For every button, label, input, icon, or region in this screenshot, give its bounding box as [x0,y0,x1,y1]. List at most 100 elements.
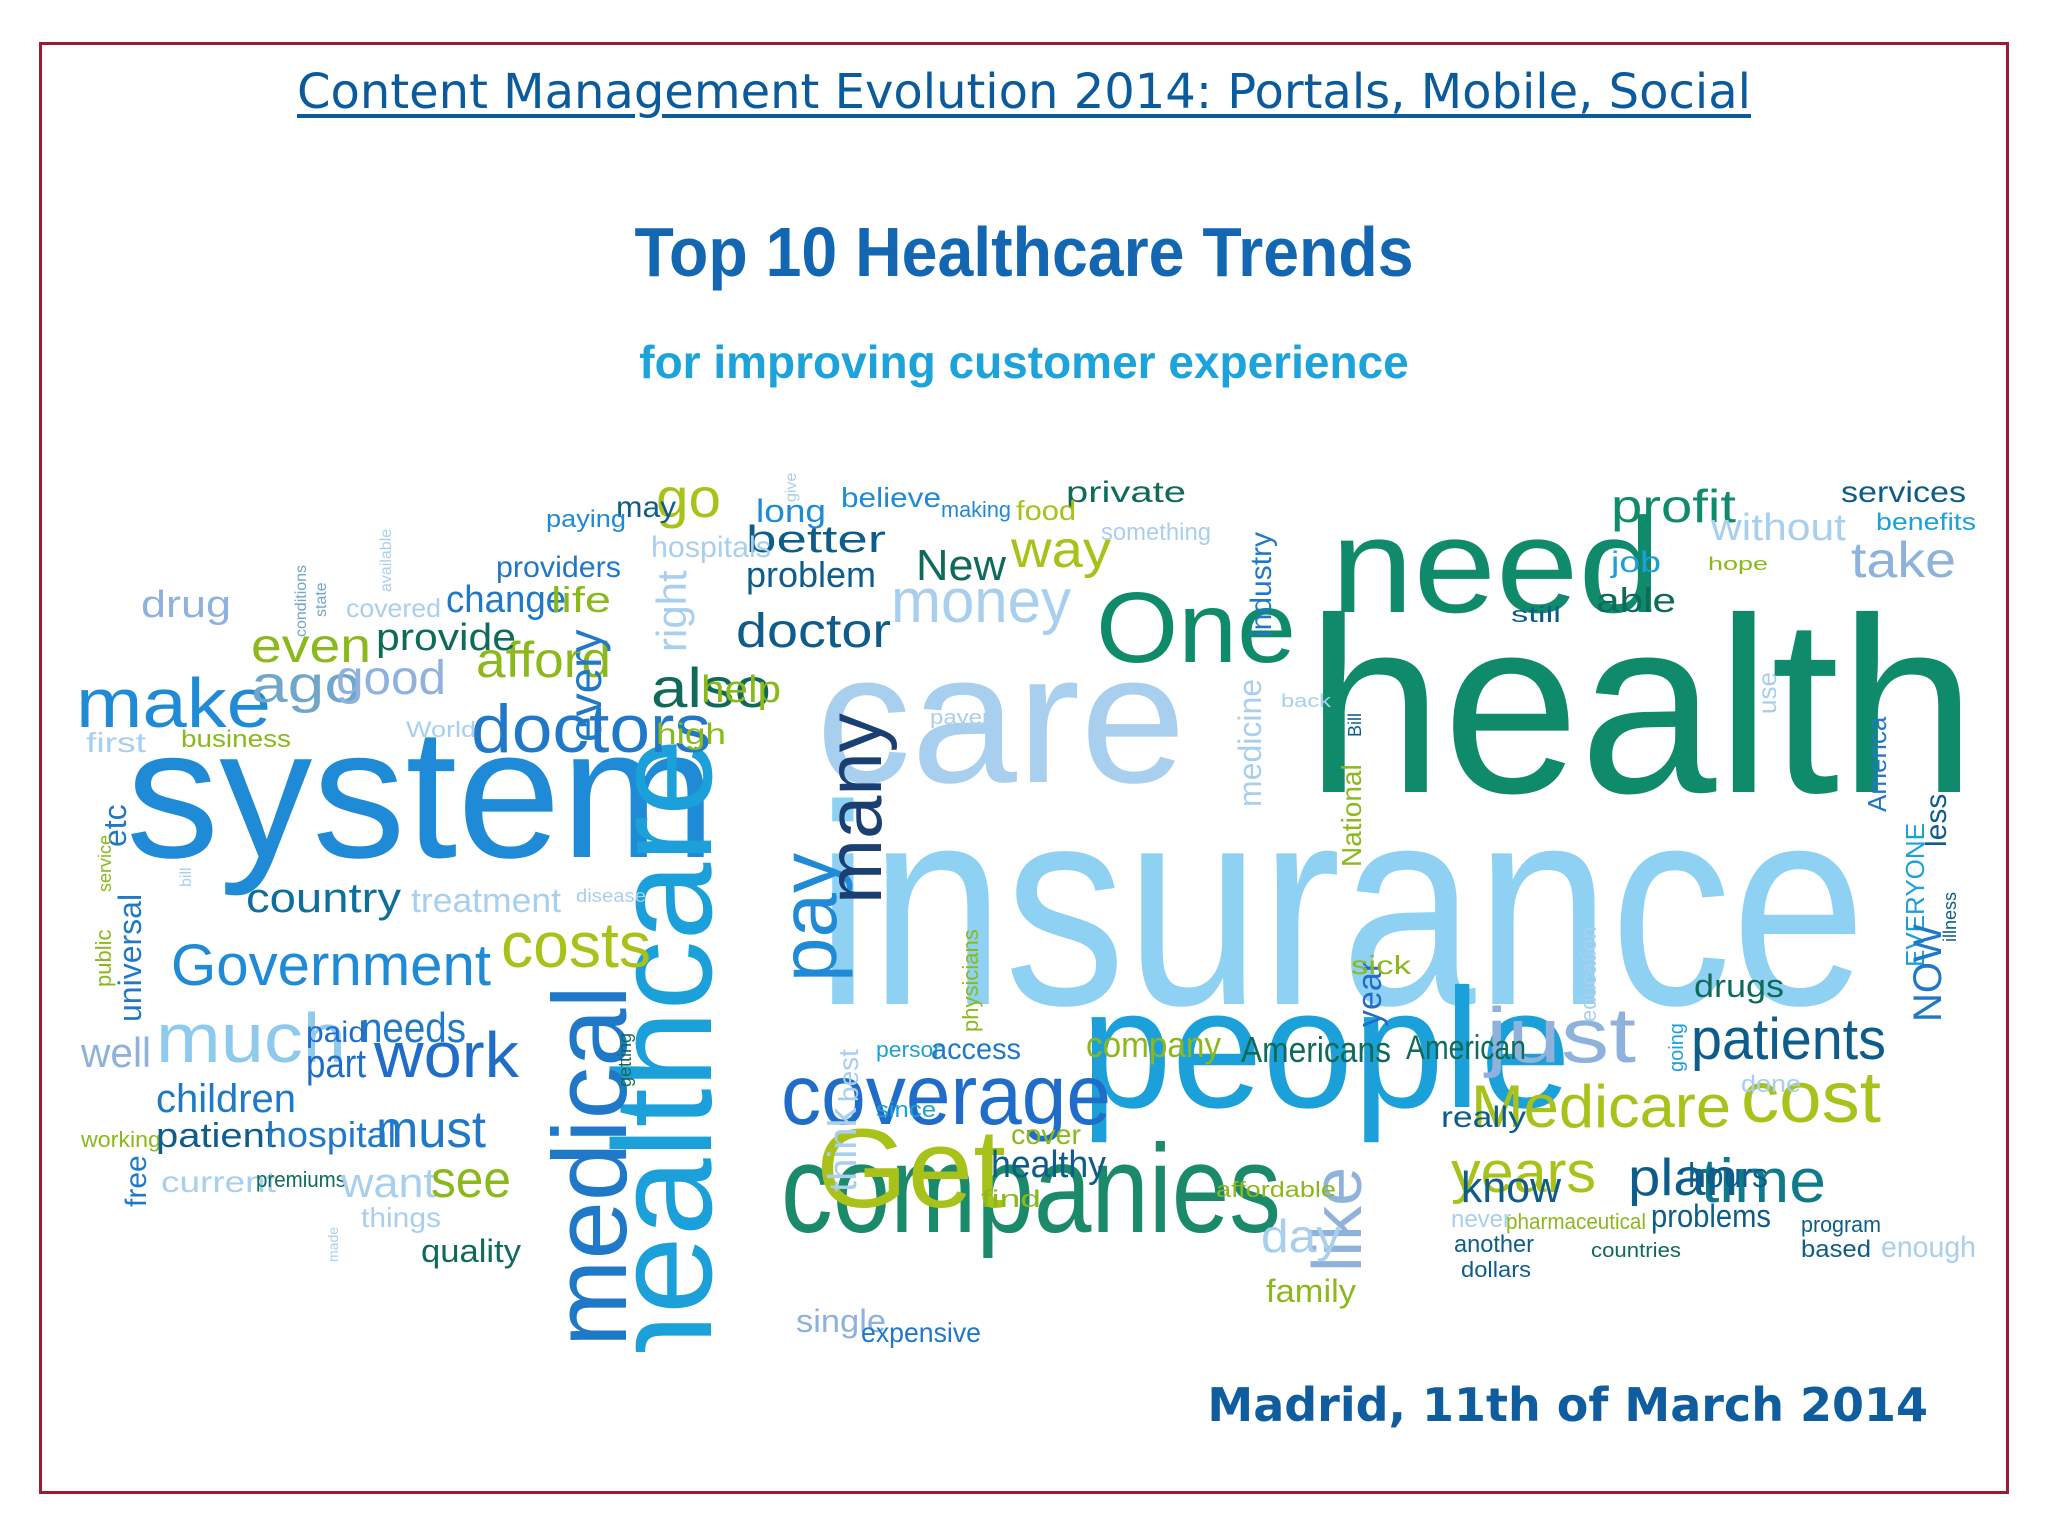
word-cloud-term: hospitals [651,531,771,564]
word-cloud-term: help [701,669,781,711]
word-cloud-term: NOW [1906,924,1950,1022]
word-cloud-term: time [1701,1147,1826,1216]
conference-title-link[interactable]: Content Management Evolution 2014: Porta… [297,64,1751,120]
word-cloud-term: also [651,656,771,719]
word-cloud-term: company [1086,1024,1221,1065]
word-cloud-term: doctor [736,605,891,658]
word-cloud-term: treatment [411,882,562,920]
word-cloud-term: part [306,1042,366,1086]
word-cloud-term: back [1281,691,1332,711]
word-cloud-term: even [251,620,371,673]
word-cloud-term: program [1801,1212,1881,1237]
word-cloud-term: enough [1881,1231,1976,1264]
word-cloud-term: payer [930,707,990,729]
word-cloud-term: still [1511,602,1561,627]
word-cloud-term: healthy [991,1144,1106,1186]
word-cloud-term: countries [1591,1240,1681,1262]
word-cloud-term: made [325,1227,341,1262]
word-cloud-term: coverage [781,1048,1111,1143]
word-cloud-term: public [91,930,116,987]
word-cloud-term: access [931,1033,1021,1066]
word-cloud-term: etc [97,804,133,847]
word-cloud-term: industry [1245,532,1278,637]
word-cloud-term: hospital [266,1114,396,1155]
word-cloud-term: long [756,493,826,529]
word-cloud-term: healthcare [584,738,741,1352]
word-cloud-term: benefits [1876,509,1976,536]
word-cloud-term: Bill [1345,713,1365,737]
word-cloud-term: hope [1708,554,1768,574]
word-cloud-term: every [559,630,611,742]
word-cloud-term: much [156,999,346,1077]
word-cloud-term: bill [178,867,195,887]
word-cloud-term: take [1851,532,1956,588]
word-cloud-term: business [181,726,291,753]
word-cloud-term: dollars [1461,1257,1531,1282]
word-cloud-term: National [1336,764,1367,867]
slide-subtitle: for improving customer experience [639,336,1409,388]
word-cloud-term: paying [546,506,626,533]
word-cloud-term: day [1261,1210,1341,1262]
word-cloud-term: working [80,1127,161,1152]
word-cloud-term: afford [476,632,611,688]
word-cloud-term: One [1096,572,1296,684]
word-cloud-term: believe [841,482,941,513]
word-cloud-term: paid [306,1016,366,1049]
word-cloud-term: medicine [1232,679,1268,807]
word-cloud-term: use [1752,672,1782,714]
word-cloud-term: plan [1628,1149,1738,1207]
word-cloud-term: current [161,1166,277,1199]
word-cloud-term: making [941,497,1011,522]
word-cloud-term: year [1351,961,1389,1027]
word-cloud-term: know [1461,1163,1561,1212]
word-cloud-term: physicians [958,929,983,1032]
word-cloud-term: providers [496,551,621,584]
word-cloud-term: children [156,1077,296,1121]
event-location-date: Madrid, 11th of March 2014 [1207,1378,1928,1432]
word-cloud-term: need [1331,490,1661,641]
word-cloud-term: Americans [1241,1029,1391,1070]
word-cloud-term: patient [156,1117,277,1155]
word-cloud-term: hours [1688,1157,1768,1195]
word-cloud-term: problems [1651,1198,1771,1234]
word-cloud-term: cost [1741,1058,1881,1138]
word-cloud-term: system [126,691,716,897]
word-cloud-term: America [1862,716,1892,812]
word-cloud-term: high [656,718,726,751]
word-cloud-term: country [246,874,401,921]
word-cloud-term: Government [171,933,491,998]
word-cloud-term: going [1666,1023,1688,1072]
word-cloud-term: job [1610,546,1661,579]
word-cloud-term: go [656,466,721,529]
word-cloud-term: American [1406,1029,1526,1067]
word-cloud-term: ago [251,656,361,714]
word-cloud-term: problem [746,554,876,595]
word-cloud-term: getting [615,1033,635,1087]
word-cloud-term: insurance [816,747,1866,1065]
word-cloud-term: years [1451,1140,1596,1205]
word-cloud-term: costs [501,909,651,981]
word-cloud-term: based [1801,1236,1871,1263]
word-cloud-term: pay [764,853,853,982]
slide-title: Top 10 Healthcare Trends [634,213,1414,291]
word-cloud-term: New [916,541,1006,590]
word-cloud-term: doctors [471,691,711,767]
word-cloud-term: drug [141,584,231,626]
word-cloud-term: Get [816,1106,1006,1231]
word-cloud-term: less [1920,794,1953,847]
word-cloud-term: best [833,1049,864,1102]
word-cloud-term: services [1841,476,1966,509]
word-cloud-term: Medicare [1471,1073,1731,1140]
word-cloud-term: person [876,1037,946,1062]
word-cloud-term: private [1066,476,1186,509]
word-cloud-term: single [796,1303,886,1339]
word-cloud-term: World [406,717,476,742]
word-cloud-term: better [746,519,886,561]
word-cloud-term: money [891,567,1071,636]
word-cloud-term: family [1266,1273,1356,1309]
word-cloud-term: profit [1611,480,1736,532]
word-cloud-term: service [95,835,115,892]
word-cloud-term: conditions [293,565,310,637]
word-cloud-term: right [648,570,695,652]
